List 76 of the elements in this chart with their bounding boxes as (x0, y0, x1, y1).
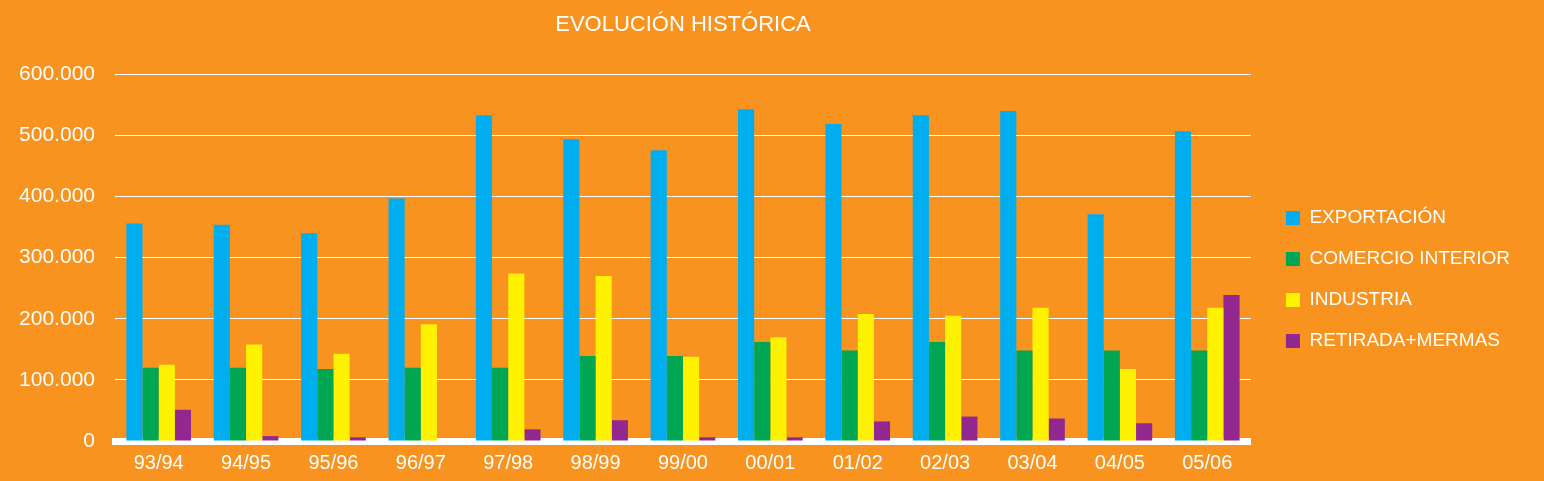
bar (524, 429, 541, 441)
legend-label: INDUSTRIA (1309, 288, 1413, 310)
y-tick-label: 200.000 (19, 305, 95, 329)
bar (786, 437, 803, 441)
bar (1174, 131, 1192, 441)
bar (1087, 214, 1104, 441)
bar (1016, 350, 1033, 441)
x-tick-label: 97/98 (483, 450, 534, 473)
y-tick-label: 400.000 (19, 183, 95, 207)
bar (174, 409, 192, 441)
y-tick-label: 300.000 (19, 244, 95, 268)
bar (1119, 368, 1137, 441)
bar (857, 313, 874, 441)
bar (699, 437, 716, 441)
bar (475, 115, 493, 441)
bar (229, 367, 247, 441)
bar (1223, 294, 1240, 441)
x-tick-label: 01/02 (832, 450, 883, 473)
y-tick-label: 500.000 (19, 122, 95, 146)
bar (754, 342, 771, 441)
bar (682, 356, 700, 441)
legend-label: RETIRADA+MERMAS (1309, 329, 1500, 351)
bar (666, 356, 683, 441)
x-tick-label: 02/03 (920, 450, 971, 473)
bar (1032, 307, 1049, 441)
bar (825, 123, 842, 441)
x-tick-label: 94/95 (221, 450, 272, 473)
x-tick-label: 98/99 (570, 450, 621, 473)
bar (388, 198, 405, 441)
bar (213, 224, 230, 441)
x-tick-label: 96/97 (395, 450, 446, 473)
bar (1103, 350, 1120, 441)
bar (961, 416, 978, 441)
x-tick-label: 05/06 (1182, 450, 1233, 473)
legend-label: COMERCIO INTERIOR (1309, 247, 1510, 269)
x-tick-label: 03/04 (1007, 450, 1058, 473)
x-tick-label: 93/94 (133, 450, 184, 473)
bar (1191, 350, 1208, 441)
bar (317, 368, 334, 441)
y-tick-label: 100.000 (19, 366, 95, 390)
bar (595, 276, 612, 441)
bar (1207, 307, 1224, 441)
bar (126, 223, 143, 441)
bar (420, 324, 437, 441)
bar (1136, 423, 1153, 441)
bar (492, 367, 509, 441)
bar (349, 437, 366, 441)
bar (611, 420, 628, 441)
bar (1048, 418, 1065, 441)
bar (928, 342, 946, 441)
bar (873, 421, 891, 441)
chart-title: EVOLUCIÓN HISTÓRICA (555, 11, 812, 37)
x-tick-label: 04/05 (1094, 450, 1145, 473)
bar (650, 150, 667, 441)
bar (770, 337, 787, 441)
legend-label: EXPORTACIÓN (1309, 206, 1446, 228)
bar (333, 353, 350, 441)
x-tick-label: 00/01 (745, 450, 796, 473)
bar (738, 109, 755, 441)
bar (404, 367, 421, 441)
bar (579, 356, 596, 441)
bar (508, 273, 525, 441)
bar (301, 233, 318, 441)
bar (142, 367, 159, 441)
bar (945, 315, 962, 441)
x-tick-label: 99/00 (657, 450, 708, 473)
bar (1000, 111, 1017, 441)
bar (158, 364, 175, 441)
bar (841, 350, 858, 441)
bar (912, 115, 929, 441)
bar (563, 139, 580, 441)
y-tick-label: 0 (83, 427, 95, 451)
x-tick-label: 95/96 (308, 450, 359, 473)
bar (262, 436, 279, 441)
bar (246, 344, 263, 441)
y-tick-label: 600.000 (19, 61, 95, 85)
